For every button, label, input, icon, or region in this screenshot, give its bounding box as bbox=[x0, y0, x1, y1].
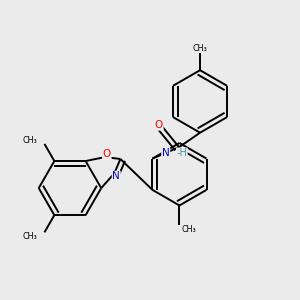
Text: N: N bbox=[162, 148, 169, 158]
Text: CH₃: CH₃ bbox=[22, 136, 37, 145]
Text: O: O bbox=[155, 120, 163, 130]
Text: CH₃: CH₃ bbox=[22, 232, 37, 241]
Text: CH₃: CH₃ bbox=[193, 44, 207, 52]
Text: N: N bbox=[112, 171, 120, 182]
Text: CH₃: CH₃ bbox=[182, 225, 196, 234]
Text: O: O bbox=[103, 149, 111, 159]
Text: -H: -H bbox=[176, 148, 187, 158]
